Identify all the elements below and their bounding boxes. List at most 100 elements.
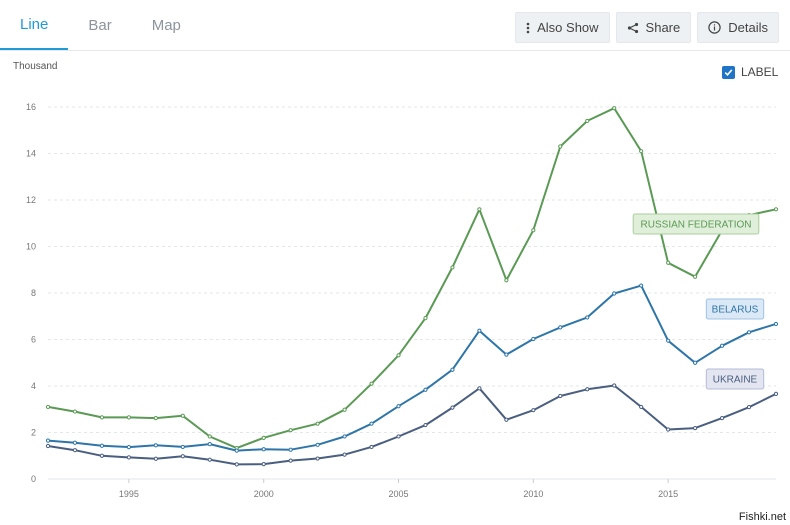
data-point	[234, 448, 239, 453]
data-point	[207, 457, 212, 462]
data-point	[639, 404, 644, 410]
share-button[interactable]: Share	[615, 12, 692, 43]
data-point	[126, 455, 131, 460]
data-point	[477, 386, 482, 391]
y-tick-label: 8	[31, 288, 36, 298]
data-point	[315, 442, 320, 447]
data-point	[773, 321, 779, 327]
data-point	[693, 274, 698, 279]
tab-line[interactable]: Line	[0, 0, 69, 50]
data-point	[612, 106, 617, 111]
watermark: Fishki.net	[738, 511, 786, 523]
data-point	[369, 381, 374, 386]
data-point	[261, 462, 266, 467]
data-point	[477, 328, 482, 333]
chart-type-tabs: Line Bar Map	[0, 0, 201, 50]
data-point	[180, 454, 185, 459]
data-point	[558, 393, 563, 399]
data-point	[72, 440, 78, 445]
data-point	[612, 383, 617, 388]
x-tick-label: 2005	[389, 489, 409, 499]
data-point	[72, 448, 78, 453]
data-point	[99, 453, 105, 458]
data-point	[153, 456, 158, 461]
data-point	[477, 207, 482, 212]
y-tick-label: 12	[26, 195, 36, 205]
info-icon	[708, 21, 721, 34]
checkmark-icon	[724, 68, 733, 76]
data-point	[719, 415, 725, 421]
data-point	[45, 443, 51, 449]
x-tick-label: 1995	[119, 489, 139, 499]
data-point	[99, 443, 105, 448]
y-tick-label: 6	[31, 335, 36, 345]
data-point	[153, 415, 158, 421]
label-checkbox[interactable]	[722, 65, 735, 79]
data-point	[693, 425, 698, 431]
series-label-box	[705, 298, 765, 320]
data-point	[504, 278, 509, 283]
x-tick-label: 2010	[523, 489, 543, 499]
tab-bar[interactable]: Bar	[88, 16, 112, 34]
data-point	[450, 405, 455, 410]
data-point	[396, 404, 401, 409]
data-point	[666, 427, 671, 432]
series-line	[47, 384, 777, 466]
vertical-dots-icon	[526, 22, 530, 33]
label-toggle[interactable]: LABEL	[722, 65, 778, 79]
data-point	[288, 458, 293, 463]
data-point	[639, 149, 644, 154]
series-label-box	[632, 213, 760, 235]
data-point	[342, 434, 347, 439]
y-tick-label: 2	[31, 428, 36, 438]
data-point	[666, 260, 671, 265]
data-point	[585, 315, 590, 320]
data-point	[773, 391, 779, 397]
series-label-text: RUSSIAN FEDERATION	[641, 220, 752, 231]
data-point	[773, 207, 779, 212]
data-point	[342, 452, 347, 457]
data-point	[504, 352, 509, 357]
series-label: UKRAINE	[705, 368, 765, 390]
data-point	[180, 413, 185, 418]
data-point	[612, 291, 617, 296]
also-show-label: Also Show	[537, 20, 599, 35]
data-point	[666, 338, 671, 343]
series-label: BELARUS	[705, 298, 765, 320]
data-point	[531, 228, 536, 233]
data-point	[531, 408, 536, 413]
share-label: Share	[645, 20, 681, 35]
series-label-box	[705, 368, 765, 390]
data-point	[261, 447, 266, 452]
data-point	[99, 415, 105, 420]
y-tick-label: 16	[26, 102, 36, 112]
data-point	[396, 353, 401, 358]
series-label-text: BELARUS	[712, 305, 759, 316]
data-point	[423, 422, 428, 428]
data-point	[342, 407, 347, 412]
series-line	[47, 107, 777, 450]
series-label-text: UKRAINE	[713, 375, 758, 386]
details-button[interactable]: Details	[697, 12, 779, 43]
data-point	[207, 434, 212, 439]
y-tick-label: 0	[31, 474, 36, 484]
data-point	[746, 405, 752, 410]
data-point	[693, 360, 698, 365]
tab-map[interactable]: Map	[151, 16, 181, 34]
label-toggle-text: LABEL	[741, 65, 779, 79]
data-point	[207, 442, 212, 447]
data-point	[558, 144, 563, 149]
data-point	[585, 387, 590, 392]
also-show-button[interactable]: Also Show	[515, 12, 610, 43]
data-point	[126, 445, 131, 450]
series-line	[47, 284, 777, 452]
data-point	[450, 265, 455, 270]
data-point	[719, 343, 725, 348]
data-point	[72, 409, 78, 414]
data-point	[558, 325, 563, 330]
data-point	[45, 404, 51, 410]
data-point	[45, 438, 51, 443]
data-point	[234, 462, 239, 467]
y-tick-label: 4	[31, 381, 36, 391]
data-point	[504, 417, 509, 422]
